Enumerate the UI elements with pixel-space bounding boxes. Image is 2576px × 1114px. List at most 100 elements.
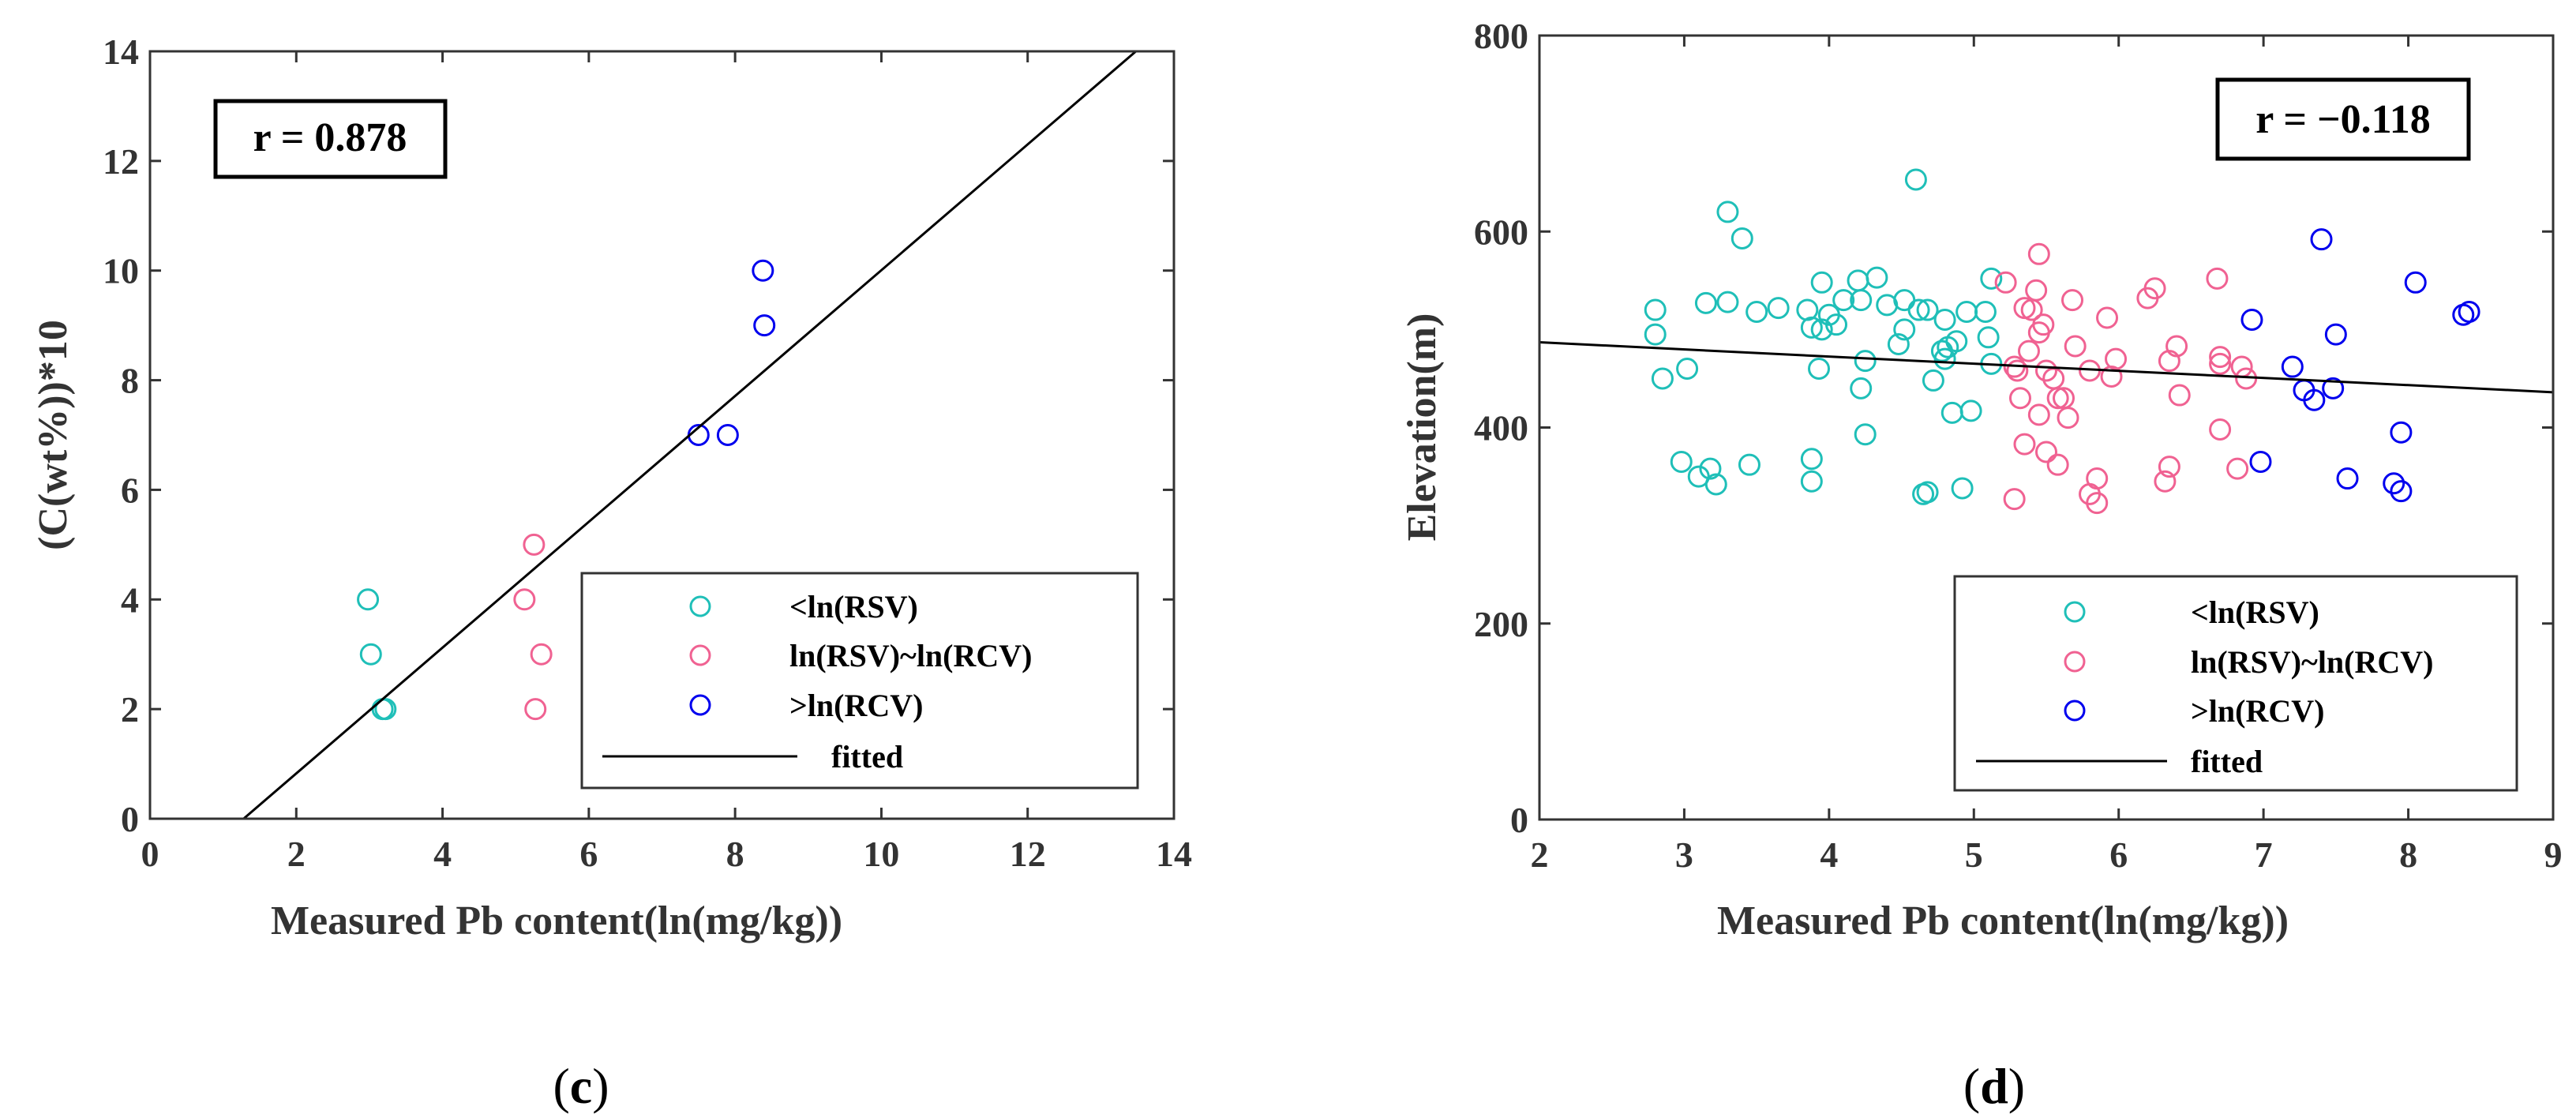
chart-c-series-2 — [687, 259, 776, 446]
chart-d-point — [1959, 399, 1982, 422]
chart-c-point — [716, 424, 739, 446]
legend-d-label-0: <ln(RSV) — [2191, 595, 2319, 630]
chart-d-point — [2206, 267, 2229, 290]
chart-c-point — [374, 698, 397, 721]
chart-d-point — [2035, 359, 2057, 382]
chart-d-point — [1933, 347, 1956, 370]
chart-d-point — [1767, 297, 1790, 320]
chart-d-point — [2165, 335, 2188, 358]
chart-d-point — [2008, 387, 2031, 410]
chart-d-point — [1644, 323, 1667, 346]
chart-d-point — [2006, 359, 2029, 382]
chart-c-series-1 — [513, 533, 553, 721]
chart-c-x-tick-label: 12 — [1010, 834, 1046, 874]
chart-d: 2 3 4 5 6 7 8 9 0 200 400 600 800 r = −0.118 <ln(RSV… — [1400, 16, 2563, 943]
legend-d-label-1: ln(RSV)~ln(RCV) — [2191, 644, 2433, 680]
chart-d-point — [1945, 330, 1968, 353]
chart-d-point — [1800, 316, 1823, 339]
chart-d-point — [2458, 301, 2480, 324]
chart-d-point — [2154, 470, 2177, 493]
chart-c-point — [357, 588, 380, 611]
chart-d-point — [1810, 271, 1833, 294]
chart-d-x-tick-label: 9 — [2544, 835, 2563, 875]
chart-c-y-tick-label: 14 — [103, 32, 139, 72]
chart-d-point — [2096, 306, 2119, 329]
chart-c-point — [524, 698, 547, 721]
panel-label-d: (d) — [1963, 1058, 2025, 1114]
chart-d-point — [2046, 387, 2069, 410]
chart-d-point — [1951, 477, 1974, 500]
chart-d-point — [1922, 369, 1944, 392]
chart-c-plot-frame — [148, 50, 1176, 820]
chart-d-x-tick-label: 3 — [1675, 835, 1693, 875]
chart-d-point — [1738, 453, 1760, 476]
chart-c-y-tick-label: 10 — [103, 251, 139, 291]
chart-c-point — [753, 314, 776, 337]
chart-d-y-tick-label: 0 — [1510, 800, 1528, 840]
legend-c-marker-0 — [689, 595, 711, 617]
chart-d-point — [1825, 313, 1848, 336]
chart-d-point — [1980, 267, 2003, 290]
chart-c-point — [359, 643, 382, 666]
chart-d-point — [1854, 350, 1877, 373]
chart-d-point — [1832, 289, 1855, 312]
chart-d-point — [1974, 301, 1997, 324]
chart-c-y-tick-label: 6 — [121, 470, 139, 510]
legend-c-label-0: <ln(RSV) — [789, 589, 918, 625]
chart-c-y-tick-label: 0 — [121, 799, 139, 839]
chart-c-x-axis-title: Measured Pb content(ln(mg/kg)) — [271, 898, 842, 943]
chart-d-point — [1994, 271, 2017, 294]
chart-d-x-tick-label: 8 — [2399, 835, 2417, 875]
panel-label-c-letter: c — [570, 1058, 592, 1114]
chart-d-point — [2209, 418, 2232, 441]
chart-d-point — [2404, 271, 2427, 294]
chart-c-y-tick-label: 12 — [103, 141, 139, 182]
chart-c-annotation-box: r = 0.878 — [213, 99, 448, 179]
chart-c-point — [752, 259, 774, 282]
chart-d-point — [1977, 326, 2000, 349]
chart-c-fit-line — [242, 50, 1137, 820]
chart-d-point — [1745, 301, 1768, 324]
chart-d-point — [2017, 339, 2040, 362]
chart-d-point — [2013, 433, 2036, 456]
chart-d-point — [2324, 323, 2347, 346]
chart-d-point — [1704, 473, 1727, 496]
chart-d-y-tick-label: 600 — [1474, 212, 1528, 252]
legend-c-marker-2 — [689, 694, 711, 716]
chart-d-point — [2168, 384, 2191, 407]
chart-d-annotation-box: r = −0.118 — [2215, 77, 2471, 161]
chart-c-legend: <ln(RSV) ln(RSV)~ln(RCV) >ln(RCV) fitted — [580, 572, 1139, 790]
chart-d-point — [2025, 279, 2048, 302]
chart-d-x-tick-label: 5 — [1965, 835, 1983, 875]
chart-c-y-tick-label: 8 — [121, 361, 139, 401]
chart-c-x-tick-label: 4 — [433, 834, 452, 874]
chart-d-point — [2046, 453, 2069, 476]
chart-d-point — [1850, 289, 1873, 312]
chart-c-ticks: 0 2 4 6 8 10 12 14 0 2 4 6 8 10 12 14 — [103, 32, 1192, 874]
chart-d-point — [2383, 472, 2405, 495]
chart-d-series-2 — [2240, 228, 2480, 503]
chart-d-point — [2061, 289, 2084, 312]
chart-d-point — [1694, 291, 1717, 314]
chart-d-point — [2003, 488, 2026, 511]
chart-d-point — [1854, 423, 1877, 446]
chart-d-point — [2035, 441, 2057, 463]
chart-d-fit-line — [1539, 341, 2554, 394]
chart-d-point — [2105, 347, 2128, 370]
chart-d-y-tick-label: 200 — [1474, 604, 1528, 644]
chart-d-point — [2086, 467, 2109, 490]
legend-d-fit-label: fitted — [2191, 744, 2263, 779]
chart-d-point — [2032, 313, 2055, 336]
chart-d-point — [2310, 228, 2333, 251]
chart-d-x-axis-title: Measured Pb content(ln(mg/kg)) — [1717, 898, 2289, 943]
chart-c-x-tick-label: 14 — [1156, 834, 1192, 874]
chart-d-annotation: r = −0.118 — [2255, 97, 2431, 142]
chart-d-x-tick-label: 4 — [1820, 835, 1838, 875]
chart-d-point — [2209, 352, 2232, 375]
chart-d-point — [1808, 358, 1831, 381]
chart-d-point — [2281, 355, 2304, 378]
panel-label-c: (c) — [553, 1058, 609, 1114]
chart-d-point — [1800, 470, 1823, 493]
chart-c-x-tick-label: 10 — [863, 834, 899, 874]
chart-d-y-axis-title: Elevation(m) — [1400, 313, 1445, 542]
